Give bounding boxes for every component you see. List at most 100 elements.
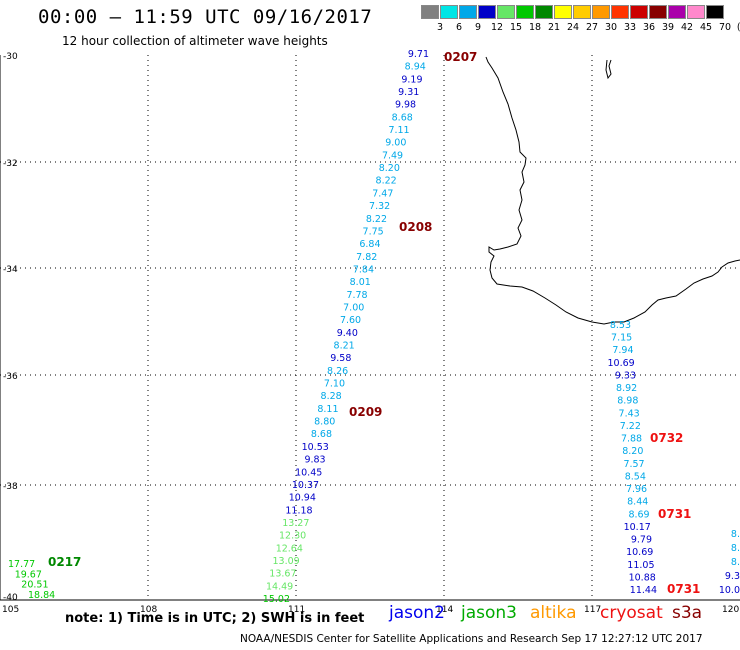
swh-value: 8.80 (314, 417, 335, 428)
swh-value: 13.27 (282, 518, 309, 529)
coastline-west (485, 56, 740, 325)
longitude-label: 111 (288, 605, 305, 615)
swh-value: 7.47 (372, 188, 393, 199)
swh-value: 8. (731, 557, 740, 568)
swh-value: 10.37 (292, 480, 319, 491)
legend-swatch (630, 5, 648, 19)
swh-value: 8.20 (379, 163, 400, 174)
legend-swatch (649, 5, 667, 19)
swh-value: 7.22 (620, 421, 641, 432)
mission-altika: altika (530, 603, 577, 623)
swh-value: 8.28 (321, 391, 342, 402)
legend-swatch (554, 5, 572, 19)
legend-label: 3 (436, 22, 444, 33)
swh-value: 9.98 (395, 100, 416, 111)
legend-swatch (459, 5, 477, 19)
swh-value: 8.44 (627, 497, 648, 508)
swh-value: 8. (731, 529, 740, 540)
swh-value: 10.17 (624, 522, 651, 533)
pass-label: 0731 (667, 582, 700, 596)
legend-swatch (706, 5, 724, 19)
swh-value: 8.26 (327, 366, 348, 377)
graticule (0, 55, 740, 601)
swh-value: 7.78 (346, 290, 367, 301)
swh-value: 8.68 (392, 112, 413, 123)
swh-value: 10.0 (719, 585, 740, 596)
legend-swatch (421, 5, 439, 19)
legend-swatch (592, 5, 610, 19)
swh-value: 14.49 (266, 581, 293, 592)
legend-swatch (478, 5, 496, 19)
longitude-label: 120 (722, 605, 739, 615)
swh-value: 11.44 (630, 585, 657, 596)
swh-value: 19.67 (15, 569, 42, 580)
swh-value: 8.21 (334, 341, 355, 352)
swh-value: 10.69 (607, 358, 634, 369)
longitude-label: 105 (2, 605, 19, 615)
swh-value: 20.51 (21, 580, 48, 591)
swh-value: 10.94 (289, 493, 316, 504)
pass-label: 0217 (48, 555, 81, 569)
legend-swatch (687, 5, 705, 19)
swh-value: 8.92 (616, 383, 637, 394)
pass-label: 0209 (349, 405, 382, 419)
swh-value: 7.43 (619, 408, 640, 419)
longitude-label: 108 (140, 605, 157, 615)
swh-value: 8.20 (622, 446, 643, 457)
swh-value: 9.71 (408, 49, 429, 60)
swh-value: 8. (731, 543, 740, 554)
swh-value: 13.09 (272, 556, 299, 567)
mission-cryosat: cryosat (600, 603, 663, 623)
longitude-label: 114 (436, 605, 453, 615)
latitude-label: -34 (3, 265, 18, 275)
swh-value: 13.67 (269, 569, 296, 580)
swh-value: 7.10 (324, 379, 345, 390)
legend-label: 45 (699, 22, 713, 33)
swh-value: 7.11 (388, 125, 409, 136)
altimeter-tracks: 9.718.949.199.319.988.687.119.007.498.20… (8, 49, 740, 605)
credit-line: NOAA/NESDIS Center for Satellite Applica… (240, 633, 703, 645)
longitude-label: 117 (584, 605, 601, 615)
swh-value: 8.54 (625, 471, 646, 482)
swh-value: 8.22 (366, 214, 387, 225)
legend-label: 30 (604, 22, 618, 33)
swh-value: 18.84 (28, 590, 55, 601)
legend-label: 27 (585, 22, 599, 33)
pass-label: 0207 (444, 50, 477, 64)
swh-value: 9.83 (304, 455, 325, 466)
legend-label: 9 (474, 22, 482, 33)
legend-swatch (573, 5, 591, 19)
swh-value: 8.11 (317, 404, 338, 415)
swh-value: 8.22 (376, 176, 397, 187)
legend-swatch (611, 5, 629, 19)
legend-label: 18 (528, 22, 542, 33)
swh-value: 7.15 (611, 333, 632, 344)
pass-label: 0732 (650, 431, 683, 445)
legend-swatch (497, 5, 515, 19)
legend-label: 21 (547, 22, 561, 33)
units-note: note: 1) Time is in UTC; 2) SWH is in fe… (65, 611, 365, 626)
swh-value: 10.53 (302, 442, 329, 453)
swh-value: 7.32 (369, 201, 390, 212)
coastline-gulf (605, 59, 612, 80)
legend-label: (ft) (735, 22, 740, 33)
swh-value: 7.49 (382, 150, 403, 161)
swh-value: 11.05 (627, 560, 654, 571)
swh-value: 7.75 (363, 226, 384, 237)
pass-label: 0731 (658, 507, 691, 521)
legend-label: 36 (642, 22, 656, 33)
swh-value: 9.58 (330, 353, 351, 364)
mission-s3a: s3a (672, 603, 703, 623)
mission-jason2: jason2 (389, 603, 445, 623)
legend-label: 70 (718, 22, 732, 33)
swh-value: 8.01 (350, 277, 371, 288)
map-subtitle: 12 hour collection of altimeter wave hei… (62, 34, 328, 48)
swh-value: 12.64 (276, 543, 303, 554)
pass-labels: 0207 0208 0209 0732 0731 0731 0217 (48, 50, 700, 596)
mission-jason3: jason3 (461, 603, 517, 623)
legend-swatch (535, 5, 553, 19)
axis-ticks: -30 -32 -34 -36 -38 -40 105 108 111 114 117 120 (2, 52, 739, 615)
